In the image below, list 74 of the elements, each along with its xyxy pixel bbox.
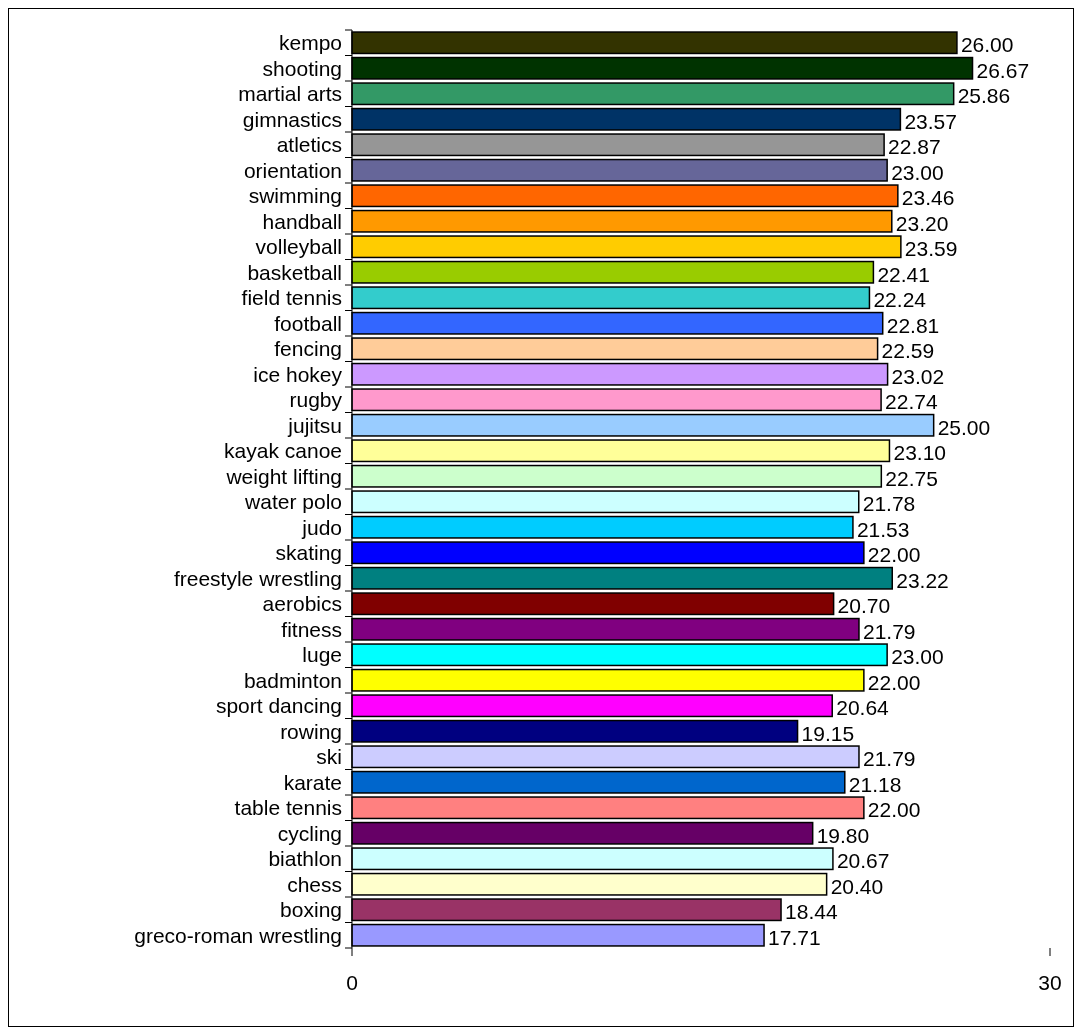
y-tick-label: swimming: [248, 184, 342, 208]
y-tick-label: field tennis: [241, 286, 342, 310]
data-label: 21.18: [848, 772, 902, 796]
data-label: 23.46: [901, 186, 955, 210]
y-tick-label: jujitsu: [287, 413, 342, 437]
y-tick-label: judo: [301, 515, 342, 539]
data-label: 21.79: [862, 747, 916, 771]
data-label: 21.53: [856, 517, 910, 541]
data-label: 17.71: [768, 925, 821, 949]
y-tick-label: fitness: [281, 617, 342, 641]
data-label: 25.00: [937, 415, 991, 439]
data-label: 22.00: [867, 798, 921, 822]
y-tick-label: table tennis: [234, 796, 342, 820]
data-label: 23.10: [893, 441, 947, 465]
data-label: 26.00: [960, 33, 1014, 57]
y-tick-label: water polo: [244, 490, 342, 514]
data-label: 18.44: [785, 900, 838, 924]
data-label: 22.59: [881, 339, 935, 363]
x-tick-label: 0: [346, 971, 358, 994]
data-label: 23.22: [896, 568, 949, 592]
y-tick-label: greco-roman wrestling: [134, 923, 342, 947]
data-label: 20.67: [836, 849, 890, 873]
y-tick-label: weight lifting: [225, 464, 342, 488]
data-label: 20.70: [837, 594, 891, 618]
data-label: 23.00: [891, 645, 944, 669]
y-tick-label: freestyle wrestling: [173, 566, 342, 590]
data-label: 26.67: [976, 58, 1030, 82]
y-tick-label: ice hokey: [253, 362, 343, 386]
y-tick-label: volleyball: [255, 235, 342, 259]
y-tick-label: gimnastics: [242, 107, 342, 131]
y-tick-label: rowing: [280, 719, 342, 743]
y-tick-label: chess: [287, 872, 342, 896]
data-label: 23.57: [904, 109, 957, 133]
data-label: 22.87: [888, 135, 941, 159]
y-tick-label: boxing: [280, 898, 342, 922]
y-tick-label: basketball: [247, 260, 342, 284]
data-label: 20.64: [836, 696, 890, 720]
y-tick-label: atletics: [276, 133, 342, 157]
data-label: 23.02: [891, 364, 945, 388]
data-label: 20.40: [830, 874, 884, 898]
data-label: 23.20: [895, 211, 949, 235]
y-tick-label: karate: [283, 770, 342, 794]
data-label: 23.59: [904, 237, 958, 261]
data-label: 22.74: [885, 390, 938, 414]
y-tick-label: sport dancing: [215, 694, 342, 718]
x-tick-label: 30: [1038, 971, 1062, 994]
data-label: 22.24: [873, 288, 927, 312]
y-tick-label: cycling: [277, 821, 342, 845]
data-label: 22.00: [867, 670, 921, 694]
data-label: 19.80: [816, 823, 870, 847]
y-tick-label: skating: [275, 541, 342, 565]
y-tick-label: rugby: [289, 388, 343, 412]
y-tick-label: aerobics: [262, 592, 342, 616]
y-tick-label: shooting: [262, 56, 342, 80]
data-label: 19.15: [801, 721, 855, 745]
data-label: 22.75: [885, 466, 938, 490]
data-label: 22.81: [886, 313, 940, 337]
data-label: 21.78: [862, 492, 916, 516]
data-label: 25.86: [957, 84, 1011, 108]
y-tick-label: luge: [302, 643, 342, 667]
y-tick-label: orientation: [243, 158, 342, 182]
data-label: 23.00: [891, 160, 944, 184]
y-tick-label: handball: [262, 209, 342, 233]
y-tick-label: kayak canoe: [224, 439, 342, 463]
y-tick-label: ski: [316, 745, 342, 769]
y-tick-label: martial arts: [238, 82, 342, 106]
y-tick-label: fencing: [274, 337, 342, 361]
y-tick-label: biathlon: [268, 847, 342, 871]
y-tick-label: football: [274, 311, 342, 335]
data-label: 22.00: [867, 543, 921, 567]
y-tick-label: badminton: [243, 668, 342, 692]
data-label: 21.79: [862, 619, 916, 643]
data-label: 22.41: [877, 262, 930, 286]
y-tick-label: kempo: [278, 31, 342, 55]
